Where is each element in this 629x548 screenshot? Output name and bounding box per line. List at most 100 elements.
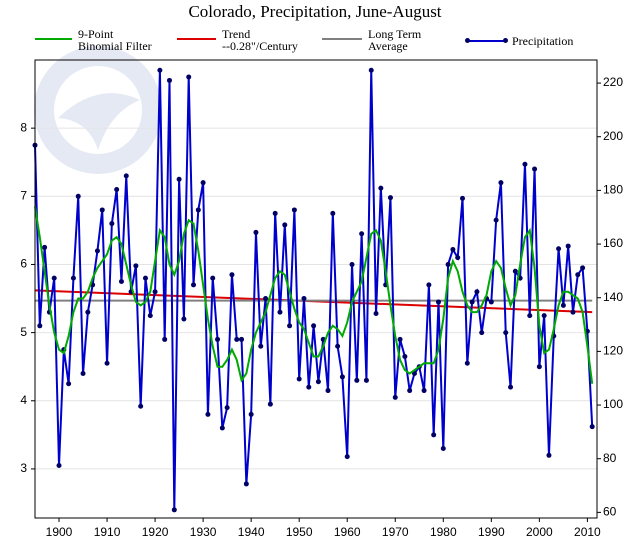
data-point bbox=[460, 195, 466, 201]
data-point bbox=[498, 180, 504, 186]
data-point bbox=[123, 173, 129, 179]
data-point bbox=[296, 376, 302, 382]
chart-title: Colorado, Precipitation, June-August bbox=[188, 2, 441, 21]
legend-swatch bbox=[465, 38, 508, 43]
data-point bbox=[536, 364, 542, 370]
data-point bbox=[440, 445, 446, 451]
data-point bbox=[133, 263, 139, 269]
data-point bbox=[532, 166, 538, 172]
data-point bbox=[114, 186, 120, 192]
data-point bbox=[80, 371, 86, 377]
data-point bbox=[493, 217, 499, 223]
data-point bbox=[291, 207, 297, 213]
y2-tick-label: 80 bbox=[603, 451, 617, 465]
data-point bbox=[512, 268, 518, 274]
data-point bbox=[450, 246, 456, 252]
data-point bbox=[560, 302, 566, 308]
marks bbox=[32, 67, 595, 513]
x-tick-label: 1970 bbox=[382, 525, 409, 539]
data-point bbox=[181, 316, 187, 322]
y-tick-label: 4 bbox=[20, 393, 27, 407]
data-point bbox=[373, 311, 379, 317]
legend-marker bbox=[503, 38, 508, 43]
legend-label: 9-Point Binomial Filter bbox=[78, 27, 152, 53]
y2-tick-label: 100 bbox=[603, 397, 623, 411]
data-point bbox=[474, 289, 480, 295]
data-point bbox=[527, 313, 533, 319]
data-point bbox=[224, 405, 230, 411]
data-point bbox=[349, 261, 355, 267]
y2-tick-label: 140 bbox=[603, 290, 623, 304]
x-tick-label: 2010 bbox=[574, 525, 601, 539]
data-point bbox=[464, 360, 470, 366]
data-point bbox=[378, 185, 384, 191]
x-tick-label: 1980 bbox=[430, 525, 457, 539]
data-point bbox=[541, 313, 547, 319]
plot-frame bbox=[34, 59, 598, 519]
data-point bbox=[215, 336, 221, 342]
data-point bbox=[234, 336, 240, 342]
data-point bbox=[282, 222, 288, 228]
data-point bbox=[354, 377, 360, 383]
data-point bbox=[99, 207, 105, 213]
data-point bbox=[508, 384, 514, 390]
data-point bbox=[306, 384, 312, 390]
legend-label: Precipitation bbox=[512, 34, 574, 48]
y-tick-label: 5 bbox=[20, 325, 27, 339]
legend-swatch bbox=[322, 38, 362, 40]
data-point bbox=[556, 246, 562, 252]
data-point bbox=[287, 323, 293, 329]
data-point bbox=[301, 296, 307, 302]
data-point bbox=[152, 289, 158, 295]
y2-tick-label: 160 bbox=[603, 236, 623, 250]
data-point bbox=[589, 424, 595, 430]
data-point bbox=[85, 309, 91, 315]
data-point bbox=[479, 330, 485, 336]
data-point bbox=[157, 67, 163, 73]
data-point bbox=[239, 336, 245, 342]
data-point bbox=[431, 432, 437, 438]
data-point bbox=[176, 176, 182, 182]
y-tick-label: 6 bbox=[20, 257, 27, 271]
data-point bbox=[56, 463, 62, 469]
data-point bbox=[344, 454, 350, 460]
data-point bbox=[421, 388, 427, 394]
data-point bbox=[147, 313, 153, 319]
data-point bbox=[219, 425, 225, 431]
y2-tick-label: 180 bbox=[603, 183, 623, 197]
data-point bbox=[75, 193, 81, 199]
data-point bbox=[455, 255, 461, 261]
y-tick-label: 7 bbox=[20, 188, 27, 202]
legend-label: Trend --0.28"/Century bbox=[222, 27, 298, 53]
data-point bbox=[407, 388, 413, 394]
data-point bbox=[359, 231, 365, 237]
data-point bbox=[503, 330, 509, 336]
data-point bbox=[311, 323, 317, 329]
data-point bbox=[66, 381, 72, 387]
data-point bbox=[272, 210, 278, 216]
x-tick-label: 2000 bbox=[526, 525, 553, 539]
data-point bbox=[258, 343, 264, 349]
data-point bbox=[70, 275, 76, 281]
data-point bbox=[162, 336, 168, 342]
x-tick-label: 1910 bbox=[94, 525, 121, 539]
data-point bbox=[210, 275, 216, 281]
data-point bbox=[411, 371, 417, 377]
y-tick-label: 8 bbox=[20, 120, 27, 134]
data-point bbox=[435, 299, 441, 305]
data-point bbox=[575, 272, 581, 278]
data-point bbox=[200, 180, 206, 186]
x-tick-label: 1990 bbox=[478, 525, 505, 539]
data-point bbox=[546, 452, 552, 458]
data-point bbox=[248, 411, 254, 417]
data-point bbox=[195, 207, 201, 213]
data-point bbox=[191, 282, 197, 288]
y2-tick-label: 200 bbox=[603, 129, 623, 143]
data-point bbox=[570, 309, 576, 315]
data-point bbox=[392, 394, 398, 400]
x-tick-label: 1960 bbox=[334, 525, 361, 539]
data-point bbox=[580, 265, 586, 271]
data-point bbox=[330, 210, 336, 216]
